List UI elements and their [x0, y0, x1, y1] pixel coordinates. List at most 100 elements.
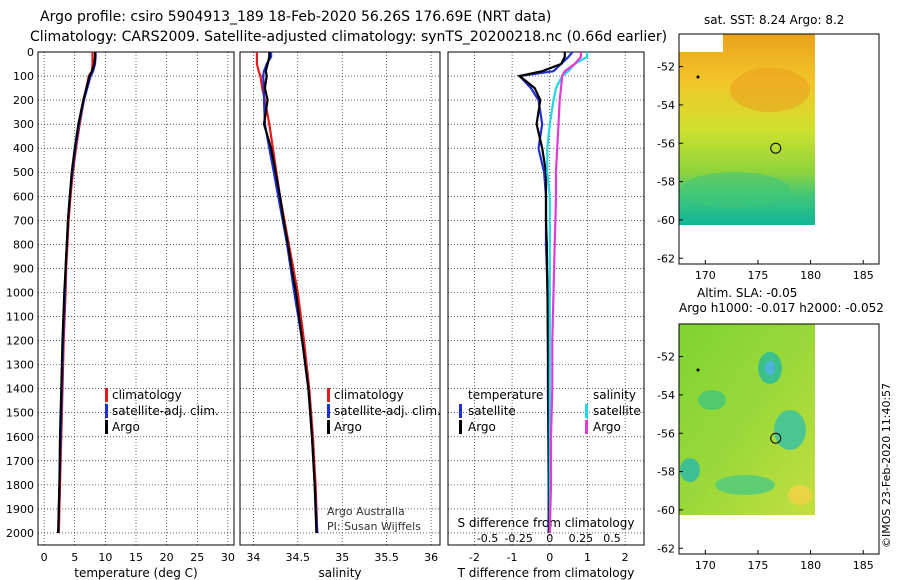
x-tick-label: 20 — [160, 551, 174, 564]
sst-land-dot — [696, 75, 700, 79]
sst-map-title: sat. SST: 8.24 Argo: 8.2 — [704, 13, 844, 27]
credit-pi: PI: Susan Wijffels — [327, 520, 421, 533]
series-line-temperature-satellite — [517, 51, 574, 533]
x-tick-label: 0 — [41, 551, 48, 564]
x-tick-label: 34.5 — [286, 551, 311, 564]
x2-tick-label: 0 — [546, 532, 553, 545]
y-tick-label: 900 — [13, 262, 34, 275]
map-x-tick-label: 180 — [800, 269, 821, 282]
map-y-tick-label: -58 — [657, 176, 675, 189]
map-y-tick-label: -56 — [657, 427, 675, 440]
x-axis-label: temperature (deg C) — [74, 566, 197, 580]
series-line-argo — [57, 52, 97, 534]
legend-label-s-satellite: satellite — [593, 404, 641, 418]
y-tick-label: 1900 — [6, 503, 34, 516]
map-y-tick-label: -60 — [657, 504, 675, 517]
sla-low-patch — [698, 390, 726, 410]
map-y-tick-label: -62 — [657, 542, 675, 555]
x2-tick-label: 0.5 — [603, 532, 621, 545]
map-y-tick-label: -52 — [657, 351, 675, 364]
legend-title-temperature: temperature — [468, 388, 543, 402]
credit-imos: ©IMOS 23-Feb-2020 11:40:57 — [880, 383, 893, 548]
map-frame — [678, 323, 880, 555]
difference-panel: -2 -1 0 1 2 T difference from climatology S di… — [447, 51, 645, 580]
y-tick-label: 400 — [13, 142, 34, 155]
salinity-panel: 34 34.5 35 35.5 36 salinity — [239, 51, 441, 580]
legend-swatch-s-satellite — [585, 404, 588, 418]
difference-legend: temperature satellite Argo salinity sate… — [459, 388, 641, 434]
x-tick-label: 35 — [335, 551, 349, 564]
header-line-1: Argo profile: csiro 5904913_189 18-Feb-2… — [40, 9, 551, 25]
x-tick-label: -2 — [469, 551, 480, 564]
legend-swatch-t-argo — [459, 420, 462, 434]
sla-land-dot — [696, 368, 700, 372]
sla-map — [679, 324, 815, 515]
y-tick-label: 1300 — [6, 359, 34, 372]
y-tick-label: 1200 — [6, 335, 34, 348]
sla-high-patch — [788, 485, 812, 505]
y-tick-label: 600 — [13, 190, 34, 203]
sst-warm-patch — [730, 68, 810, 112]
legend-swatch-argo — [327, 420, 330, 434]
temperature-legend: climatology satellite-adj. clim. Argo — [105, 388, 219, 434]
legend-swatch-climatology — [327, 388, 330, 402]
legend-label-climatology: climatology — [334, 388, 404, 402]
x-axis-label-2: S difference from climatology — [458, 516, 635, 530]
x-tick-label: 34 — [246, 551, 260, 564]
map-y-tick-label: -54 — [657, 99, 675, 112]
sla-low-eddy-2 — [774, 410, 806, 450]
y-tick-label: 1800 — [6, 479, 34, 492]
sla-float-marker — [770, 432, 782, 444]
legend-label-t-argo: Argo — [468, 420, 496, 434]
map-x-tick-label: 185 — [853, 269, 874, 282]
legend-label-satellite: satellite-adj. clim. — [112, 404, 219, 418]
temperature-panel: 0100200300400500600700800900100011001200… — [6, 46, 235, 580]
map-x-tick-label: 175 — [747, 269, 768, 282]
sla-map-axes: 170 175 180 185 -52 -54 -56 -58 -60 -62 — [657, 323, 880, 572]
legend-label-satellite: satellite-adj. clim. — [334, 404, 441, 418]
x-axis-label: salinity — [318, 566, 361, 580]
x-tick-label: 36 — [424, 551, 438, 564]
legend-label-argo: Argo — [112, 420, 140, 434]
map-x-tick-label: 185 — [853, 559, 874, 572]
legend-swatch-s-argo — [585, 420, 588, 434]
series-line-salinity-argo — [548, 52, 583, 534]
x2-tick-label: -0.5 — [477, 532, 498, 545]
map-frame — [678, 33, 880, 265]
sst-cool-patch — [680, 172, 790, 208]
sst-float-marker — [770, 142, 782, 154]
sla-low-eddy-core — [765, 361, 775, 375]
y-tick-label: 1700 — [6, 455, 34, 468]
x-tick-label: 1 — [584, 551, 591, 564]
legend-title-salinity: salinity — [593, 388, 636, 402]
series-line-argo — [262, 52, 318, 534]
legend-swatch-t-satellite — [459, 404, 462, 418]
x-tick-label: 30 — [221, 551, 235, 564]
y-tick-label: 1500 — [6, 407, 34, 420]
y-tick-label: 2000 — [6, 527, 34, 540]
map-x-tick-label: 170 — [695, 269, 716, 282]
y-tick-label: 1000 — [6, 286, 34, 299]
x-tick-label: 15 — [129, 551, 143, 564]
y-tick-label: 0 — [27, 46, 34, 59]
legend-swatch-climatology — [105, 388, 108, 402]
x2-tick-label: -0.25 — [504, 532, 532, 545]
y-tick-label: 1100 — [6, 311, 34, 324]
legend-label-argo: Argo — [334, 420, 362, 434]
x2-tick-label: 0.25 — [569, 532, 594, 545]
x-tick-label: 0 — [546, 551, 553, 564]
legend-label-climatology: climatology — [112, 388, 182, 402]
legend-swatch-satellite — [105, 404, 108, 418]
legend-label-s-argo: Argo — [593, 420, 621, 434]
y-tick-label: 800 — [13, 238, 34, 251]
credit-argo-australia: Argo Australia — [327, 505, 405, 518]
x-tick-label: 35.5 — [374, 551, 399, 564]
map-x-tick-label: 170 — [695, 559, 716, 572]
sst-map — [679, 34, 815, 225]
map-y-tick-label: -58 — [657, 466, 675, 479]
legend-swatch-satellite — [327, 404, 330, 418]
map-x-tick-label: 180 — [800, 559, 821, 572]
map-y-tick-label: -54 — [657, 389, 675, 402]
sla-map-title: Altim. SLA: -0.05 — [697, 286, 797, 300]
y-tick-label: 700 — [13, 214, 34, 227]
